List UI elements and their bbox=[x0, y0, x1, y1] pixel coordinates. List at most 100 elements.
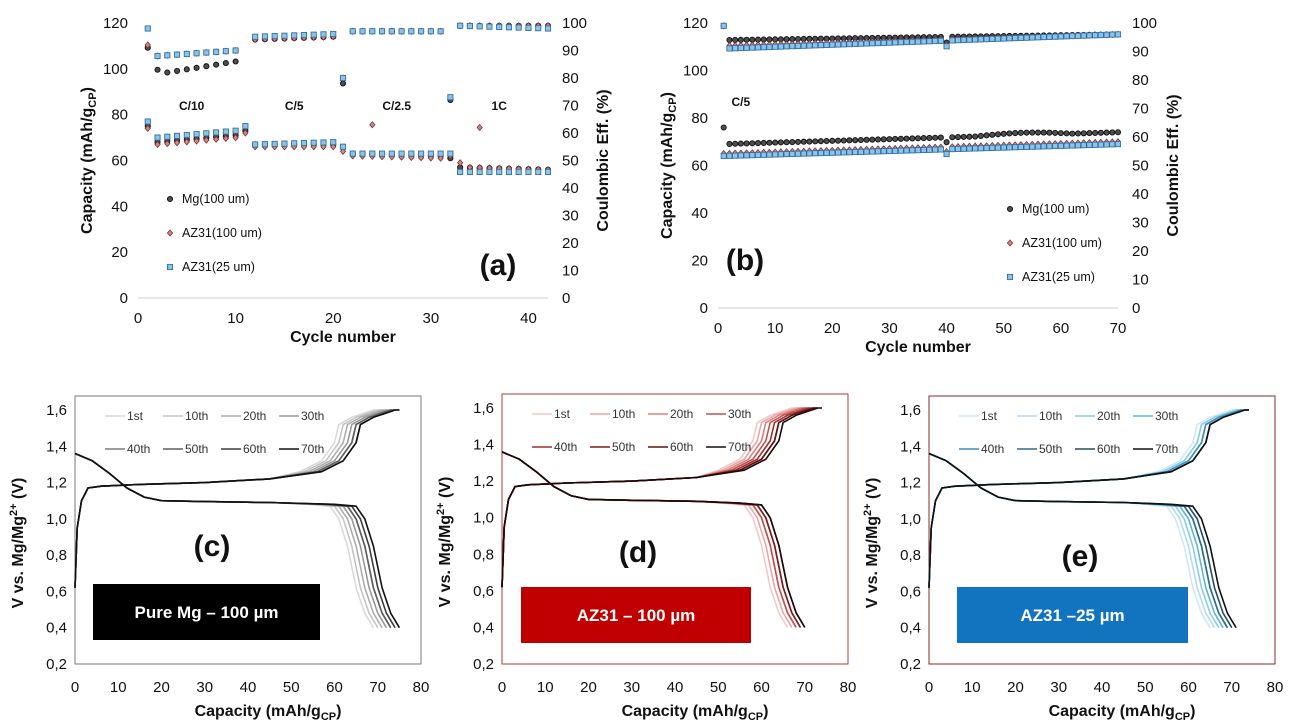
ce-point bbox=[349, 28, 356, 35]
capacity-point bbox=[886, 147, 893, 155]
x-tick-label: 50 bbox=[1137, 679, 1154, 696]
ce-point bbox=[476, 23, 483, 30]
capacity-point bbox=[852, 148, 859, 156]
legend-label: 1st bbox=[981, 409, 998, 423]
x-tick-label: 20 bbox=[325, 310, 342, 327]
ce-point bbox=[427, 28, 434, 35]
ce-point bbox=[173, 67, 181, 74]
legend-marker bbox=[166, 229, 174, 237]
x-tick-label: 80 bbox=[1267, 679, 1284, 696]
ce-point bbox=[1080, 32, 1087, 39]
capacity-point bbox=[1097, 141, 1104, 148]
ce-point bbox=[144, 25, 151, 32]
x-tick-label: 70 bbox=[1223, 679, 1240, 696]
capacity-point bbox=[909, 147, 916, 154]
capacity-point bbox=[525, 168, 532, 176]
y2-tick-label: 0 bbox=[562, 290, 570, 307]
capacity-point bbox=[291, 140, 298, 147]
capacity-point bbox=[1109, 129, 1116, 136]
ce-point bbox=[408, 28, 415, 35]
y-axis-label: V vs. Mg/Mg2+ (V) bbox=[862, 478, 881, 609]
plot-frame bbox=[928, 395, 1276, 665]
capacity-point bbox=[359, 150, 366, 157]
capacity-point bbox=[806, 150, 813, 157]
ce-point bbox=[1069, 33, 1076, 40]
capacity-point bbox=[1052, 142, 1059, 150]
ce-point bbox=[173, 51, 181, 58]
y-tick-label: 60 bbox=[111, 153, 128, 170]
legend-label: Mg(100 um) bbox=[1022, 202, 1089, 216]
ce-point bbox=[1000, 35, 1007, 42]
capacity-point bbox=[242, 129, 249, 137]
ce-point bbox=[193, 64, 200, 71]
legend-label: 30th bbox=[1155, 409, 1178, 423]
x-tick-label: 70 bbox=[369, 679, 386, 696]
sample-label: AZ31 – 100 µm bbox=[577, 606, 695, 625]
capacity-point bbox=[183, 138, 190, 146]
series-1 bbox=[144, 22, 552, 174]
y-tick-label: 0,6 bbox=[900, 583, 921, 600]
capacity-point bbox=[232, 133, 239, 142]
capacity-point bbox=[823, 149, 830, 156]
capacity-point bbox=[1080, 130, 1087, 137]
series-2 bbox=[720, 22, 1122, 160]
y-tick-label: 0,8 bbox=[900, 547, 921, 564]
x-tick-label: 0 bbox=[71, 679, 79, 696]
y-tick-label: 0 bbox=[120, 290, 128, 307]
capacity-point bbox=[943, 139, 950, 146]
capacity-point bbox=[515, 168, 522, 176]
x-tick-label: 50 bbox=[995, 320, 1012, 337]
x-tick-label: 20 bbox=[824, 320, 841, 337]
ce-point bbox=[1063, 33, 1070, 40]
capacity-point bbox=[846, 149, 853, 156]
ce-point bbox=[300, 31, 308, 39]
y-tick-label: 1,4 bbox=[900, 438, 921, 455]
ce-point bbox=[515, 24, 522, 31]
capacity-point bbox=[754, 140, 762, 147]
ce-point bbox=[496, 23, 503, 31]
capacity-point bbox=[932, 134, 939, 141]
y-tick-label: 0,2 bbox=[900, 656, 921, 673]
capacity-point bbox=[1086, 141, 1093, 149]
capacity-point bbox=[1012, 130, 1019, 137]
capacity-point bbox=[1046, 143, 1053, 150]
y2-tick-label: 60 bbox=[1132, 129, 1149, 146]
legend-label: 50th bbox=[1039, 442, 1062, 456]
capacity-point bbox=[1092, 129, 1099, 136]
capacity-point bbox=[783, 151, 790, 158]
capacity-point bbox=[457, 168, 464, 176]
legend-label: 40th bbox=[127, 442, 150, 456]
capacity-point bbox=[977, 145, 984, 152]
y-tick-label: 40 bbox=[111, 198, 128, 215]
capacity-point bbox=[954, 134, 962, 141]
curve-discharge-70th bbox=[928, 452, 1237, 629]
capacity-point bbox=[437, 154, 444, 162]
legend-label: 70th bbox=[728, 440, 751, 454]
x-tick-label: 0 bbox=[925, 679, 933, 696]
capacity-point bbox=[766, 139, 773, 146]
ce-point bbox=[817, 42, 824, 49]
capacity-point bbox=[544, 168, 552, 176]
legend-label: Mg(100 um) bbox=[182, 192, 249, 206]
capacity-point bbox=[834, 137, 842, 144]
capacity-point bbox=[777, 151, 784, 158]
ce-point bbox=[271, 33, 278, 40]
x-tick-label: 80 bbox=[413, 679, 430, 696]
x-tick-label: 10 bbox=[110, 679, 127, 696]
capacity-point bbox=[846, 137, 853, 144]
chart-panel-a: 0 10 20 30 40 0 20 40 60 80 100 120 0 10 20 30 40 50 60 70 8… bbox=[79, 15, 612, 346]
capacity-point bbox=[173, 139, 181, 147]
rate-label: 1C bbox=[492, 99, 508, 113]
capacity-point bbox=[892, 147, 899, 154]
ce-point bbox=[154, 66, 161, 73]
ce-point bbox=[213, 61, 220, 68]
capacity-point bbox=[1109, 141, 1116, 148]
ce-point bbox=[972, 36, 979, 43]
ce-point bbox=[806, 42, 813, 49]
capacity-point bbox=[989, 144, 996, 151]
rate-label: C/5 bbox=[285, 99, 304, 113]
capacity-point bbox=[983, 145, 990, 152]
ce-point bbox=[525, 24, 532, 31]
x-axis-label: Capacity (mAh/gCP) bbox=[622, 703, 769, 723]
legend-label: AZ31(25 um) bbox=[1022, 270, 1095, 284]
